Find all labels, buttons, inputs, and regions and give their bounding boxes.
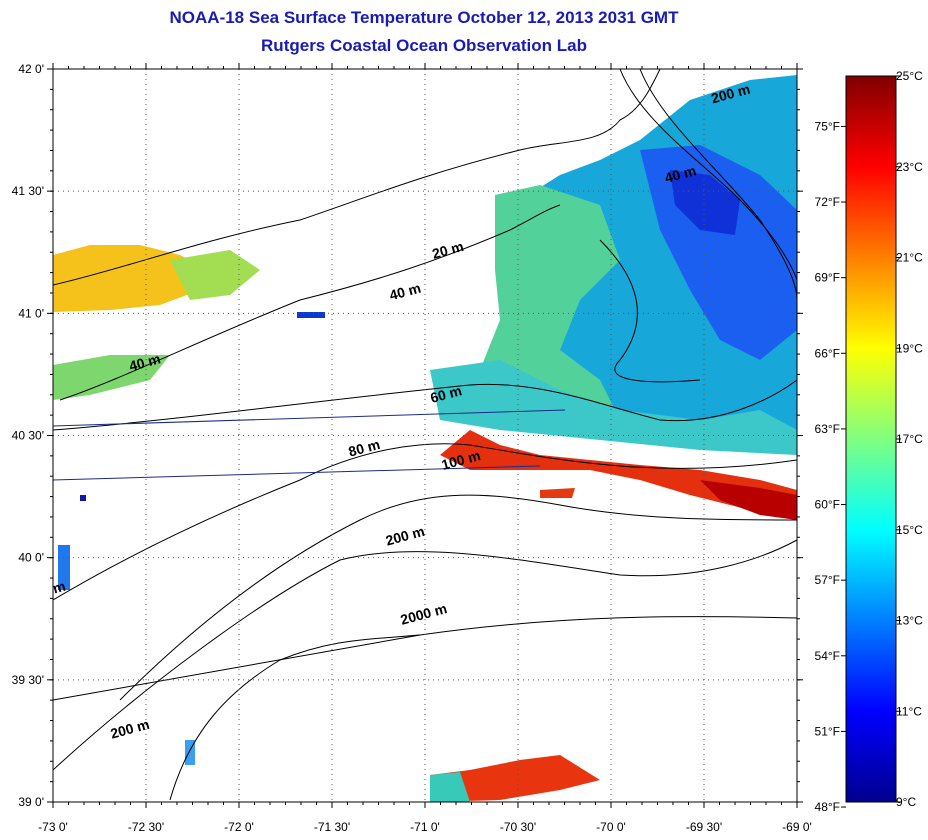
fahrenheit-label: 72°F (815, 195, 840, 209)
sst-south-warm (430, 755, 600, 802)
sst-data-layer (53, 75, 797, 802)
sst-south-cyan (430, 772, 470, 802)
map-title: NOAA-18 Sea Surface Temperature October … (169, 8, 679, 27)
lon-label: -73 0' (38, 820, 68, 834)
lon-label: -72 30' (128, 820, 164, 834)
lon-label: -69 30' (686, 820, 722, 834)
depth-label: 80 m (347, 436, 382, 460)
celsius-label: 25°C (896, 69, 923, 83)
celsius-label: 15°C (896, 523, 923, 537)
lat-label: 39 30' (12, 673, 44, 687)
depth-label: 200 m (384, 523, 426, 549)
celsius-label: 17°C (896, 432, 923, 446)
celsius-ticks: 25°C 23°C 21°C 19°C 17°C 15°C 13°C 11°C 9°C (896, 69, 923, 809)
depth-label: 2000 m (399, 600, 449, 628)
celsius-label: 13°C (896, 614, 923, 628)
lat-label: 39 0' (18, 795, 44, 809)
sst-small-patch (185, 740, 195, 765)
sst-warm-patch (540, 488, 575, 498)
celsius-label: 9°C (896, 795, 916, 809)
lon-label: -71 0' (410, 820, 440, 834)
sst-warm-front (440, 430, 797, 520)
celsius-label: 21°C (896, 251, 923, 265)
lat-label: 40 30' (12, 429, 44, 443)
celsius-label: 11°C (896, 704, 922, 718)
graticule (53, 69, 797, 802)
fahrenheit-label: 60°F (815, 498, 840, 512)
colorbar (845, 75, 897, 803)
celsius-label: 19°C (896, 341, 923, 355)
depth-label: 20 m (430, 238, 465, 262)
fahrenheit-label: 63°F (815, 422, 840, 436)
sst-sound-warm (53, 245, 210, 312)
fahrenheit-label: 75°F (815, 119, 840, 133)
map-frame (47, 63, 803, 808)
depth-label: 40 m (388, 280, 423, 304)
depth-label: 40 m (127, 350, 162, 374)
depth-label: 200 m (109, 716, 151, 742)
latitude-labels: 42 0' 41 30' 41 0' 40 30' 40 0' 39 30' 39 0' (12, 62, 44, 809)
fahrenheit-label: 69°F (815, 271, 840, 285)
sst-sound-green (170, 250, 260, 300)
longitude-labels: -73 0' -72 30' -72 0' -71 30' -71 0' -70 30' -… (38, 820, 812, 834)
lon-label: -72 0' (224, 820, 254, 834)
sst-small-patch (297, 312, 325, 318)
lon-label: -71 30' (314, 820, 350, 834)
sst-coldest-core (670, 170, 740, 235)
sst-small-patch (58, 545, 70, 590)
fahrenheit-label: 66°F (815, 346, 840, 360)
contour-lines (53, 69, 797, 801)
depth-label: 40 m (663, 162, 698, 186)
fahrenheit-ticks: 75°F 72°F 69°F 66°F 63°F 60°F 57°F 54°F 51°F 48°F (815, 119, 846, 814)
sst-small-patch (80, 495, 86, 501)
fahrenheit-label: 51°F (815, 724, 840, 738)
lon-label: -69 0' (782, 820, 812, 834)
depth-label: m (51, 578, 67, 597)
celsius-label: 23°C (896, 160, 923, 174)
lat-label: 42 0' (18, 62, 44, 76)
transect-lines (53, 409, 566, 481)
lon-label: -70 0' (596, 820, 626, 834)
lat-label: 41 30' (12, 184, 44, 198)
sst-hot-core (700, 480, 797, 520)
fahrenheit-label: 48°F (815, 800, 840, 814)
fahrenheit-label: 54°F (815, 649, 840, 663)
sst-coastal-green (53, 355, 170, 400)
sst-shelf-edge-cyan (430, 360, 797, 455)
lon-label: -70 30' (500, 820, 536, 834)
lat-label: 41 0' (18, 306, 44, 320)
depth-label: 60 m (429, 382, 464, 406)
map-subtitle: Rutgers Coastal Ocean Observation Lab (261, 36, 587, 55)
lat-label: 40 0' (18, 551, 44, 565)
fahrenheit-label: 57°F (815, 573, 840, 587)
